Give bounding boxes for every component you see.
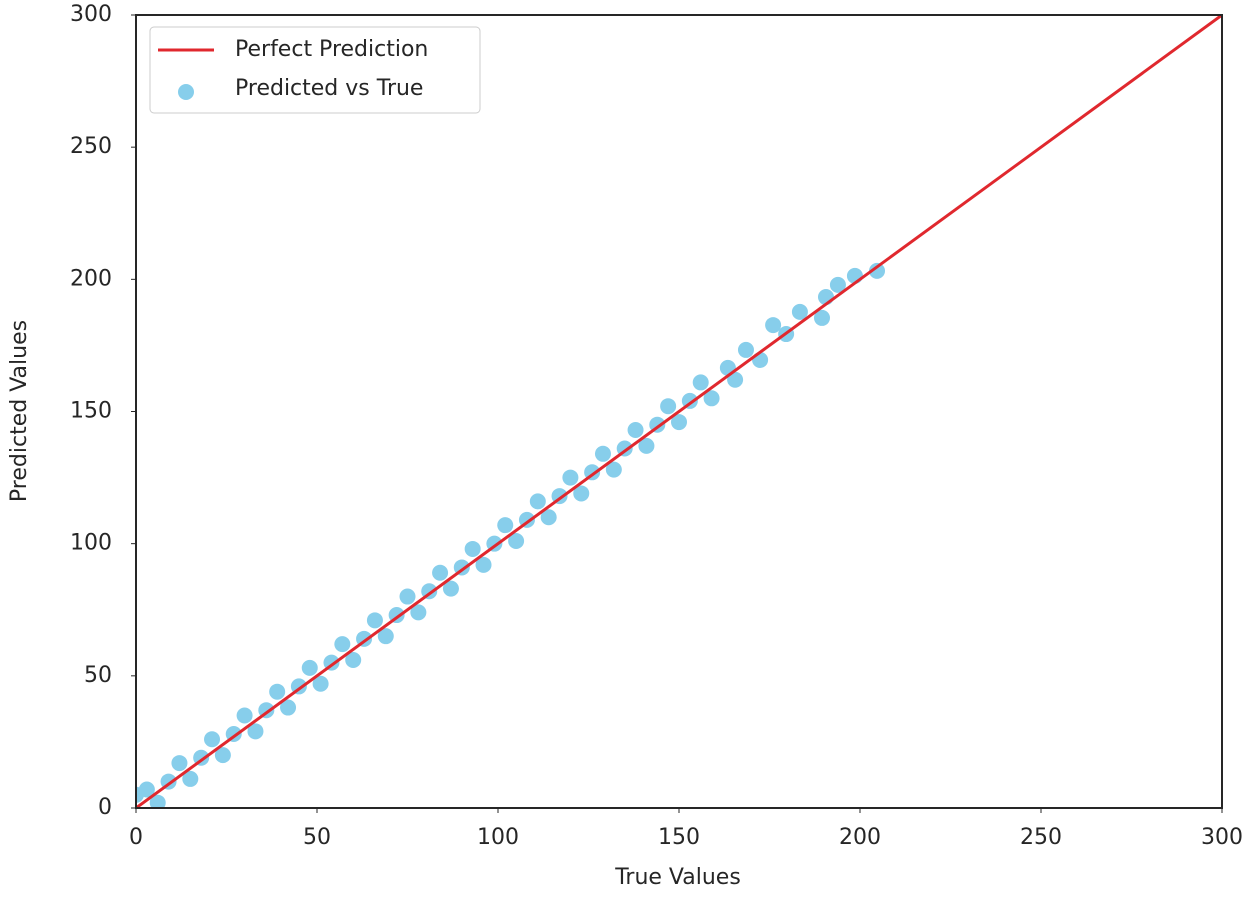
point [692,374,709,391]
plot-frame [135,14,1223,809]
point [171,755,188,772]
point [791,303,808,320]
y-tick-label: 150 [70,399,112,424]
point [269,683,286,700]
y-axis-label: Predicted Values [7,320,32,502]
x-tick-label: 300 [1201,825,1243,850]
plot-area [136,15,1222,808]
x-tick-label: 200 [839,825,881,850]
legend-label: Perfect Prediction [235,37,428,62]
y-tick-label: 200 [70,266,112,291]
y-tick-label: 300 [70,2,112,27]
point [214,747,231,764]
point [334,636,351,653]
x-axis-label: True Values [614,865,741,890]
point [410,604,427,621]
line [136,15,1222,808]
x-tick-label: 50 [303,825,331,850]
legend-swatch [178,84,194,100]
point [280,699,297,716]
point [605,461,622,478]
y-tick-label: 0 [98,795,112,820]
point [442,580,459,597]
point [149,794,166,808]
point [366,612,383,629]
point [138,781,155,798]
point [497,517,514,534]
point [540,509,557,526]
point [829,276,846,293]
point [627,422,644,439]
point [475,556,492,573]
x-tick-label: 0 [129,825,143,850]
point [204,731,221,748]
legend-label: Predicted vs True [235,76,423,101]
x-tick-label: 100 [477,825,519,850]
point [464,540,481,557]
x-tick-label: 150 [658,825,700,850]
point [752,351,769,368]
point [345,651,362,668]
point [312,675,329,692]
legend-box [149,26,481,114]
point [236,707,253,724]
point [660,398,677,415]
y-tick-label: 50 [84,663,112,688]
point [737,341,754,358]
point [562,469,579,486]
point [573,485,590,502]
x-tick-label: 250 [1020,825,1062,850]
point [529,493,546,510]
point [508,533,525,550]
point [813,309,830,326]
point [671,414,687,431]
point [594,445,611,462]
point [247,723,264,740]
y-tick-label: 100 [70,531,112,556]
point [765,317,782,334]
point [638,437,655,454]
point [703,390,720,407]
point [182,770,199,787]
point [301,659,318,676]
point [377,628,394,645]
point [727,371,744,388]
y-tick-label: 250 [70,134,112,159]
point [399,588,416,605]
point [432,564,449,581]
point [869,262,886,279]
